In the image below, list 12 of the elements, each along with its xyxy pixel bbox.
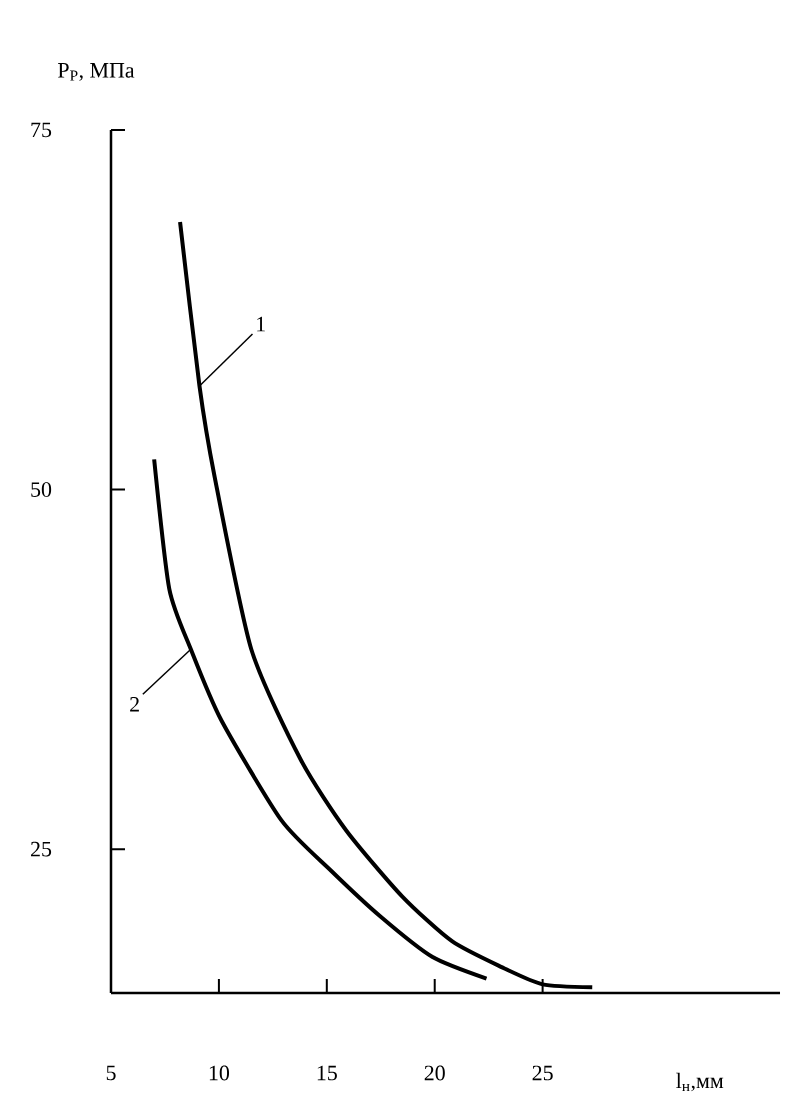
x-tick-label: 25 <box>532 1065 553 1081</box>
x-tick-label: 20 <box>424 1065 445 1081</box>
y-tick-label: 75 <box>31 122 52 138</box>
y-axis-title: P$_{Р}$, МПа <box>58 63 135 81</box>
text: 1 <box>257 316 265 332</box>
text: 2 <box>130 696 139 712</box>
x-tick-label: 15 <box>317 1065 337 1081</box>
x-tick-label: 5 <box>106 1065 116 1081</box>
y-tick-label: 50 <box>31 482 52 497</box>
x-axis-title: l$_{н}$,мм <box>676 1072 724 1092</box>
x-tick-label: 10 <box>209 1065 230 1081</box>
y-tick-label: 25 <box>31 841 52 857</box>
